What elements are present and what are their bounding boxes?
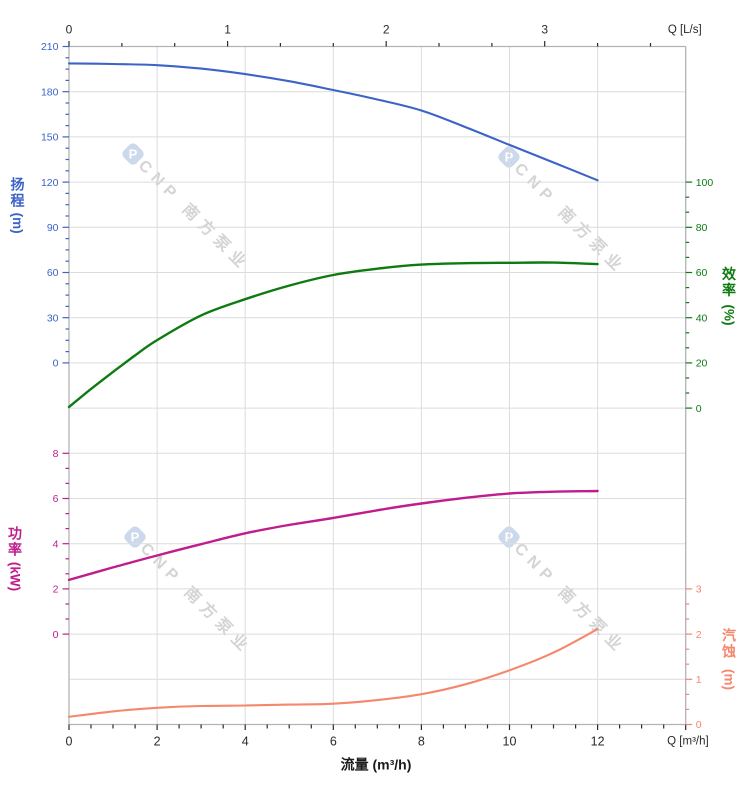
svg-text:6: 6	[53, 493, 59, 505]
svg-text:率: 率	[8, 541, 22, 557]
svg-text:8: 8	[53, 448, 59, 460]
svg-text:10: 10	[503, 735, 517, 749]
svg-text:150: 150	[41, 132, 59, 144]
svg-text:0: 0	[66, 735, 73, 749]
svg-text:(m): (m)	[10, 213, 25, 234]
svg-text:60: 60	[47, 267, 59, 279]
svg-text:1: 1	[696, 674, 702, 686]
svg-text:0: 0	[696, 719, 702, 731]
svg-text:40: 40	[696, 312, 708, 324]
svg-text:流量 (m³/h): 流量 (m³/h)	[341, 757, 412, 773]
svg-text:P: P	[131, 530, 140, 545]
svg-text:效: 效	[722, 266, 737, 282]
svg-text:60: 60	[696, 267, 708, 279]
svg-text:120: 120	[41, 177, 59, 189]
svg-text:80: 80	[696, 222, 708, 234]
svg-text:2: 2	[154, 735, 161, 749]
svg-text:3: 3	[541, 23, 548, 37]
svg-text:12: 12	[591, 735, 605, 749]
svg-text:2: 2	[696, 629, 702, 641]
svg-text:30: 30	[47, 312, 59, 324]
svg-text:8: 8	[418, 735, 425, 749]
svg-text:1: 1	[224, 23, 231, 37]
svg-text:100: 100	[696, 177, 714, 189]
svg-text:(m): (m)	[722, 669, 737, 690]
svg-text:蚀: 蚀	[721, 643, 736, 659]
svg-text:6: 6	[330, 735, 337, 749]
svg-text:P: P	[129, 147, 138, 162]
svg-text:Q [L/s]: Q [L/s]	[668, 24, 702, 36]
svg-text:2: 2	[383, 23, 390, 37]
svg-text:210: 210	[41, 41, 59, 53]
svg-text:0: 0	[696, 403, 702, 415]
svg-text:Q [m³/h]: Q [m³/h]	[667, 736, 709, 748]
svg-text:扬: 扬	[11, 177, 25, 193]
svg-text:180: 180	[41, 86, 59, 98]
svg-text:0: 0	[66, 23, 73, 37]
svg-text:4: 4	[242, 735, 249, 749]
svg-text:(kW): (kW)	[8, 562, 23, 591]
svg-text:2: 2	[53, 584, 59, 596]
svg-text:4: 4	[53, 538, 59, 550]
svg-text:20: 20	[696, 358, 708, 370]
svg-text:90: 90	[47, 222, 59, 234]
svg-text:程: 程	[11, 193, 25, 209]
svg-text:0: 0	[53, 629, 59, 641]
svg-text:3: 3	[696, 584, 702, 596]
svg-text:汽: 汽	[722, 628, 736, 644]
svg-text:功: 功	[8, 526, 22, 542]
svg-text:0: 0	[53, 358, 59, 370]
svg-text:率: 率	[722, 282, 736, 298]
svg-text:(%): (%)	[722, 305, 737, 326]
